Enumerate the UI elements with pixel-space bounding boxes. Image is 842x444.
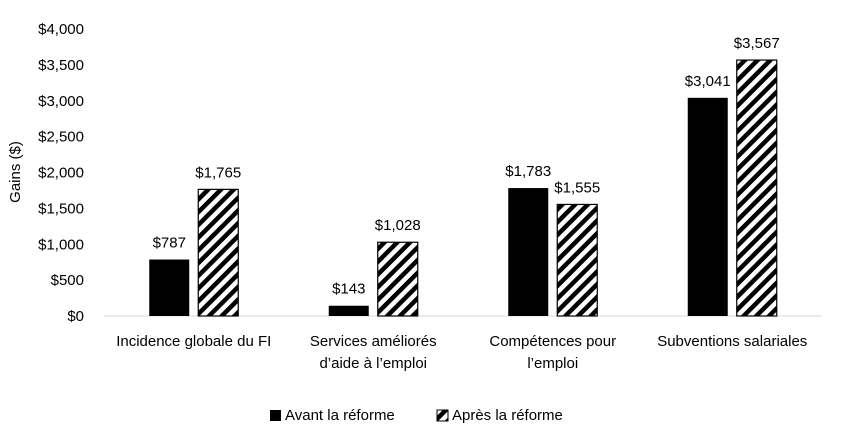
data-label: $3,567 [734, 35, 780, 52]
category-label: Compétences pour [489, 333, 616, 350]
data-label: $3,041 [685, 73, 731, 90]
legend-label: Avant la réforme [285, 407, 395, 424]
category-label: Services améliorés [310, 333, 437, 350]
y-tick-label: $2,000 [38, 165, 84, 182]
y-tick-label: $3,000 [38, 93, 84, 110]
bar-avant [149, 259, 190, 316]
bar-avant [508, 188, 549, 316]
category-label: l’emploi [527, 355, 578, 372]
bar-avant [687, 97, 728, 316]
legend: Avant la réforme Après la réforme [270, 407, 563, 424]
y-tick-label: $500 [51, 272, 84, 289]
bar-apres [197, 188, 239, 317]
data-labels-group: $787 $143 $1,783 $3,041 $1,765 $1,028 $1,555 $3… [153, 35, 780, 298]
y-axis-tick-labels: $0 $500 $1,000 $1,500 $2,000 $2,500 $3,000 $3,5… [38, 21, 84, 325]
data-label: $787 [153, 235, 186, 252]
y-tick-label: $1,500 [38, 200, 84, 217]
data-label: $1,765 [195, 164, 241, 181]
bar-apres [556, 203, 598, 317]
bars-group [149, 59, 778, 317]
category-label: Incidence globale du FI [116, 333, 271, 350]
legend-swatch-avant [270, 410, 281, 421]
data-label: $1,783 [505, 163, 551, 180]
legend-label: Après la réforme [452, 407, 563, 424]
bar-apres [736, 59, 778, 317]
legend-swatch-apres [436, 409, 449, 422]
y-tick-label: $3,500 [38, 57, 84, 74]
y-tick-label: $2,500 [38, 129, 84, 146]
y-tick-label: $4,000 [38, 21, 84, 38]
category-label: d’aide à l’emploi [319, 355, 427, 372]
category-label: Subventions salariales [657, 333, 807, 350]
y-axis-title: Gains ($) [7, 141, 24, 203]
data-label: $143 [332, 281, 365, 298]
y-tick-label: $1,000 [38, 236, 84, 253]
bar-apres [377, 241, 419, 317]
data-label: $1,028 [375, 217, 421, 234]
category-labels-group: Incidence globale du FI Services amélioré… [116, 333, 807, 372]
data-label: $1,555 [554, 179, 600, 196]
bar-avant [328, 305, 369, 316]
y-tick-label: $0 [67, 308, 84, 325]
